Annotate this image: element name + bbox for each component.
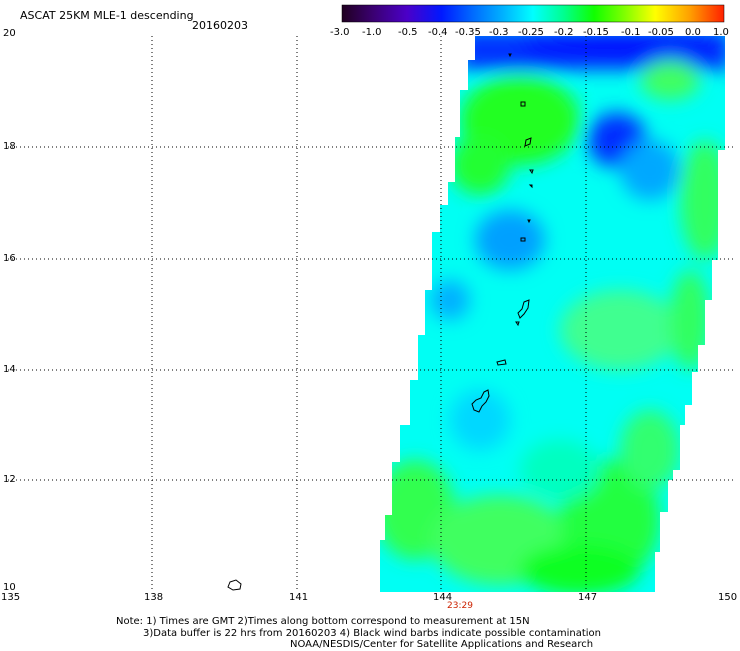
islet-2-outline bbox=[529, 169, 534, 175]
colorbar-label: -3.0 bbox=[330, 27, 350, 38]
note-line-3: NOAA/NESDIS/Center for Satellite Applica… bbox=[290, 639, 594, 650]
product-title: ASCAT 25KM MLE-1 descending bbox=[20, 9, 194, 22]
lon-label: 135 bbox=[1, 592, 21, 603]
islet-3-outline bbox=[508, 53, 512, 58]
pagan-outline bbox=[524, 137, 532, 147]
note-line-1: Note: 1) Times are GMT 2)Times along bot… bbox=[116, 616, 530, 627]
lat-label: 20 bbox=[3, 28, 16, 39]
islet-outline bbox=[520, 237, 526, 242]
colorbar-label: -0.05 bbox=[648, 27, 674, 38]
agrihan-outline bbox=[520, 101, 526, 107]
colorbar-label: 1.0 bbox=[713, 27, 729, 38]
note-line-2: 3)Data buffer is 22 hrs from 20160203 4)… bbox=[143, 628, 601, 639]
grid-lines bbox=[8, 36, 734, 590]
colorbar-label: -1.0 bbox=[362, 27, 382, 38]
colorbar bbox=[341, 4, 725, 23]
pass-time-label: 23:29 bbox=[447, 601, 473, 611]
colorbar-label: -0.2 bbox=[554, 27, 574, 38]
lon-label: 141 bbox=[289, 592, 309, 603]
colorbar-label: -0.1 bbox=[621, 27, 641, 38]
islet-4-outline bbox=[528, 184, 533, 189]
lon-label: 150 bbox=[718, 592, 738, 603]
lat-label: 14 bbox=[3, 364, 16, 375]
bottom-islet-outline bbox=[227, 579, 242, 591]
colorbar-gradient bbox=[341, 4, 725, 23]
colorbar-label: -0.15 bbox=[583, 27, 609, 38]
lon-label: 138 bbox=[144, 592, 164, 603]
wind-swath bbox=[380, 36, 725, 592]
island-outlines bbox=[227, 53, 534, 591]
colorbar-label: 0.0 bbox=[685, 27, 701, 38]
colorbar-label: -0.3 bbox=[489, 27, 509, 38]
islet-5-outline bbox=[527, 219, 531, 224]
lat-label: 16 bbox=[3, 253, 16, 264]
lon-label: 147 bbox=[578, 592, 598, 603]
colorbar-label: -0.35 bbox=[455, 27, 481, 38]
lat-label: 18 bbox=[3, 141, 16, 152]
rota-outline bbox=[496, 359, 507, 366]
guam-outline bbox=[471, 389, 490, 413]
lon-label: 144 bbox=[433, 592, 453, 603]
product-date: 20160203 bbox=[192, 19, 248, 32]
lat-label: 10 bbox=[3, 582, 16, 593]
colorbar-label: -0.25 bbox=[518, 27, 544, 38]
colorbar-label: -0.4 bbox=[428, 27, 448, 38]
saipan-outline bbox=[517, 299, 530, 319]
lat-label: 12 bbox=[3, 474, 16, 485]
colorbar-label: -0.5 bbox=[398, 27, 418, 38]
islet-6-outline bbox=[515, 321, 520, 327]
